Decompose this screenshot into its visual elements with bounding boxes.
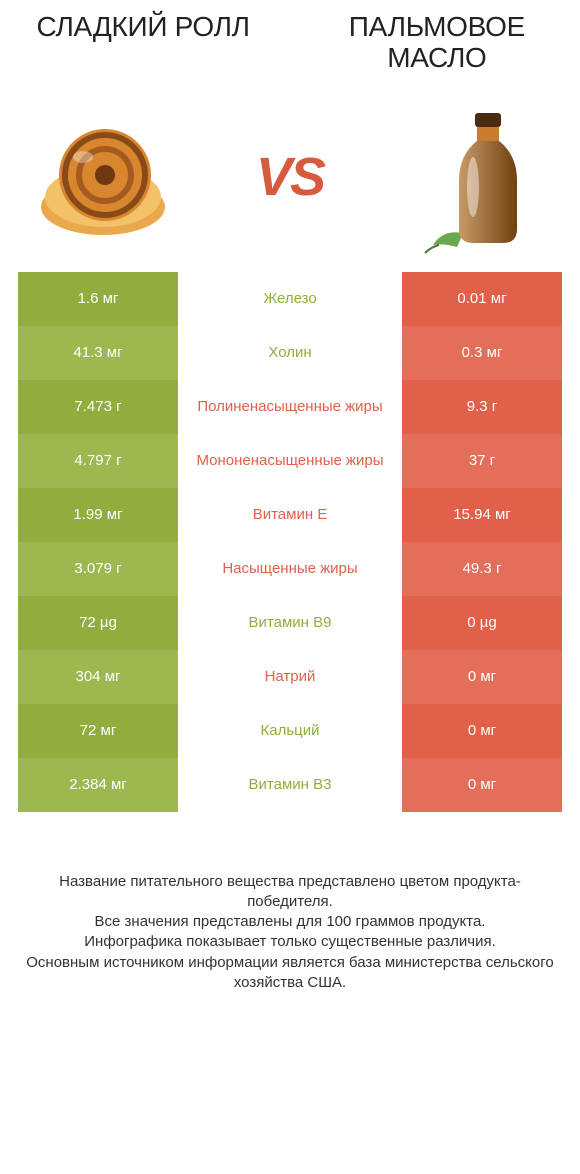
left-value: 1.99 мг <box>18 488 178 542</box>
left-value: 3.079 г <box>18 542 178 596</box>
left-product-image <box>18 92 188 262</box>
right-value: 49.3 г <box>402 542 562 596</box>
table-row: 1.99 мгВитамин E15.94 мг <box>18 488 562 542</box>
left-product-title: СЛАДКИЙ РОЛЛ <box>18 12 268 74</box>
nutrient-label: Витамин E <box>178 488 402 542</box>
left-value: 72 мг <box>18 704 178 758</box>
right-value: 0 мг <box>402 704 562 758</box>
right-value: 0 мг <box>402 758 562 812</box>
right-product-image <box>392 92 562 262</box>
footer-line: Основным источником информации является … <box>24 953 556 994</box>
infographic-container: СЛАДКИЙ РОЛЛ ПАЛЬМОВОЕ МАСЛО VS <box>0 0 580 1174</box>
nutrient-label: Насыщенные жиры <box>178 542 402 596</box>
nutrient-label: Холин <box>178 326 402 380</box>
left-value: 304 мг <box>18 650 178 704</box>
left-value: 4.797 г <box>18 434 178 488</box>
nutrient-label: Полиненасыщенные жиры <box>178 380 402 434</box>
left-value: 7.473 г <box>18 380 178 434</box>
table-row: 41.3 мгХолин0.3 мг <box>18 326 562 380</box>
nutrient-label: Кальций <box>178 704 402 758</box>
table-row: 7.473 гПолиненасыщенные жиры9.3 г <box>18 380 562 434</box>
left-value: 72 µg <box>18 596 178 650</box>
table-row: 304 мгНатрий0 мг <box>18 650 562 704</box>
right-value: 37 г <box>402 434 562 488</box>
footer-notes: Название питательного вещества представл… <box>18 872 562 994</box>
left-value: 2.384 мг <box>18 758 178 812</box>
table-row: 72 µgВитамин B90 µg <box>18 596 562 650</box>
nutrient-label: Железо <box>178 272 402 326</box>
vs-label: VS <box>256 146 324 208</box>
left-value: 1.6 мг <box>18 272 178 326</box>
right-value: 0.01 мг <box>402 272 562 326</box>
nutrient-label: Витамин B9 <box>178 596 402 650</box>
table-row: 1.6 мгЖелезо0.01 мг <box>18 272 562 326</box>
header: СЛАДКИЙ РОЛЛ ПАЛЬМОВОЕ МАСЛО <box>18 12 562 74</box>
table-row: 3.079 гНасыщенные жиры49.3 г <box>18 542 562 596</box>
hero-row: VS <box>18 92 562 262</box>
footer-line: Название питательного вещества представл… <box>24 872 556 913</box>
right-value: 0 µg <box>402 596 562 650</box>
table-row: 72 мгКальций0 мг <box>18 704 562 758</box>
nutrient-label: Витамин B3 <box>178 758 402 812</box>
table-row: 2.384 мгВитамин B30 мг <box>18 758 562 812</box>
nutrient-label: Мононенасыщенные жиры <box>178 434 402 488</box>
footer-line: Инфографика показывает только существенн… <box>24 932 556 952</box>
right-value: 15.94 мг <box>402 488 562 542</box>
table-row: 4.797 гМононенасыщенные жиры37 г <box>18 434 562 488</box>
nutrient-label: Натрий <box>178 650 402 704</box>
left-value: 41.3 мг <box>18 326 178 380</box>
right-value: 9.3 г <box>402 380 562 434</box>
right-value: 0.3 мг <box>402 326 562 380</box>
comparison-table: 1.6 мгЖелезо0.01 мг41.3 мгХолин0.3 мг7.4… <box>18 272 562 812</box>
right-value: 0 мг <box>402 650 562 704</box>
footer-line: Все значения представлены для 100 граммо… <box>24 912 556 932</box>
right-product-title: ПАЛЬМОВОЕ МАСЛО <box>312 12 562 74</box>
